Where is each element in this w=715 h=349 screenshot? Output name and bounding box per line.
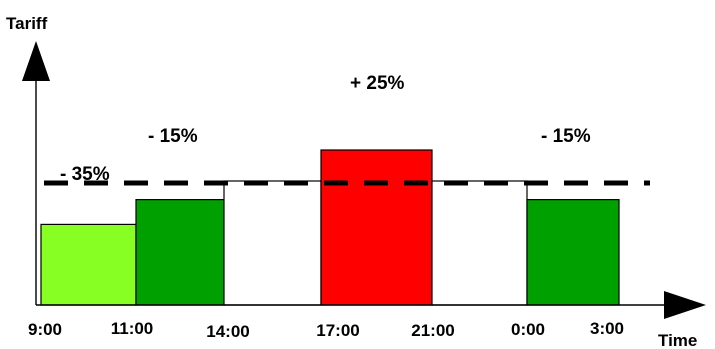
x-tick-labels: 9:00 11:00 14:00 17:00 21:00 0:00 3:00: [28, 319, 624, 341]
x-tick-label-000: 0:00: [511, 320, 545, 339]
x-axis-arrow: [664, 291, 706, 319]
y-axis-title: Tariff: [6, 14, 48, 33]
x-tick-label-1400: 14:00: [206, 322, 249, 341]
bar-1400-1700: [223, 180, 322, 306]
percent-label-000-300: - 15%: [541, 126, 591, 147]
x-axis-title: Time: [658, 331, 697, 349]
bar-2100-000: [431, 180, 528, 306]
percent-label-1700-2100: + 25%: [350, 73, 405, 94]
x-tick-label-1100: 11:00: [111, 319, 154, 338]
bar-1100-1400: [135, 199, 225, 306]
percent-label-1100-1400: - 15%: [148, 126, 198, 147]
x-tick-label-2100: 21:00: [411, 321, 454, 340]
percent-labels: - 35% - 15% + 25% - 15%: [60, 73, 591, 185]
bar-900-1100: [40, 223, 137, 306]
y-axis-arrow: [22, 41, 50, 81]
percent-label-900-1100: - 35%: [60, 164, 110, 185]
x-tick-label-1700: 17:00: [316, 321, 359, 340]
x-tick-label-300: 3:00: [590, 319, 624, 338]
bar-000-300: [526, 199, 620, 306]
x-tick-label-900: 9:00: [28, 320, 62, 339]
bars-layer: [40, 149, 620, 306]
bar-1700-2100: [320, 149, 433, 306]
